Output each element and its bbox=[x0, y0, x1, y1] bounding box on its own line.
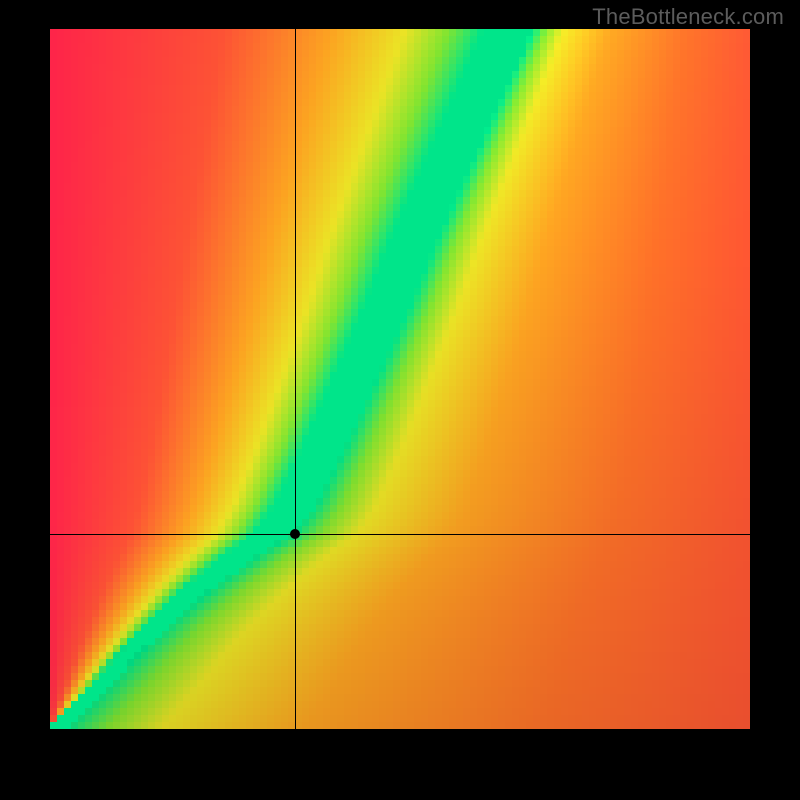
watermark-text: TheBottleneck.com bbox=[592, 4, 784, 30]
crosshair-vertical bbox=[295, 29, 296, 729]
heatmap-canvas bbox=[50, 29, 750, 729]
plot-area bbox=[50, 29, 750, 729]
crosshair-horizontal bbox=[50, 534, 750, 535]
marker-dot bbox=[290, 529, 300, 539]
